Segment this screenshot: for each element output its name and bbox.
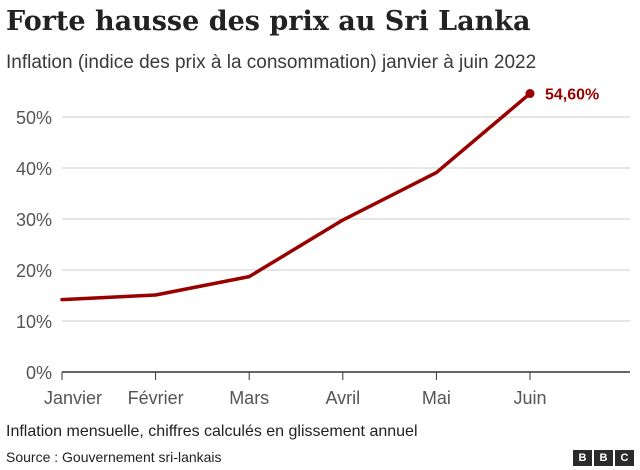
x-tick-label: Février [128,388,184,408]
chart-title: Forte hausse des prix au Sri Lanka [6,6,531,37]
y-tick-label: 50% [16,108,52,128]
end-point-marker [525,89,535,99]
logo-letter: B [573,450,592,466]
chart-subtitle: Inflation (indice des prix à la consomma… [6,52,537,73]
end-value-label: 54,60% [545,87,599,104]
y-tick-label: 40% [16,159,52,179]
gridlines [62,116,630,373]
chart-note: Inflation mensuelle, chiffres calculés e… [6,423,418,440]
logo-letter: C [615,450,634,466]
series-layer: 54,60% [60,87,599,302]
series-line [60,91,532,302]
x-tick-label: Janvier [44,388,102,408]
logo-letter: B [594,450,613,466]
source-text: Source : Gouvernement sri-lankais [6,449,222,465]
x-tick-label: Juin [513,388,546,408]
bbc-logo: B B C [573,450,634,466]
y-tick-label: 10% [16,312,52,332]
x-tick-label: Mars [229,388,269,408]
x-tick-label: Avril [325,388,360,408]
y-tick-label: 30% [16,210,52,230]
y-axis-tick-labels: 0% 10% 20% 30% 40% 50% [16,108,52,383]
x-tick-label: Mai [422,388,451,408]
y-tick-label: 20% [16,261,52,281]
y-tick-label: 0% [26,363,52,383]
x-axis-tick-labels: Janvier Février Mars Avril Mai Juin [44,372,547,408]
line-chart: 0% 10% 20% 30% 40% 50% Janvier Février Mars Avri… [16,87,630,408]
